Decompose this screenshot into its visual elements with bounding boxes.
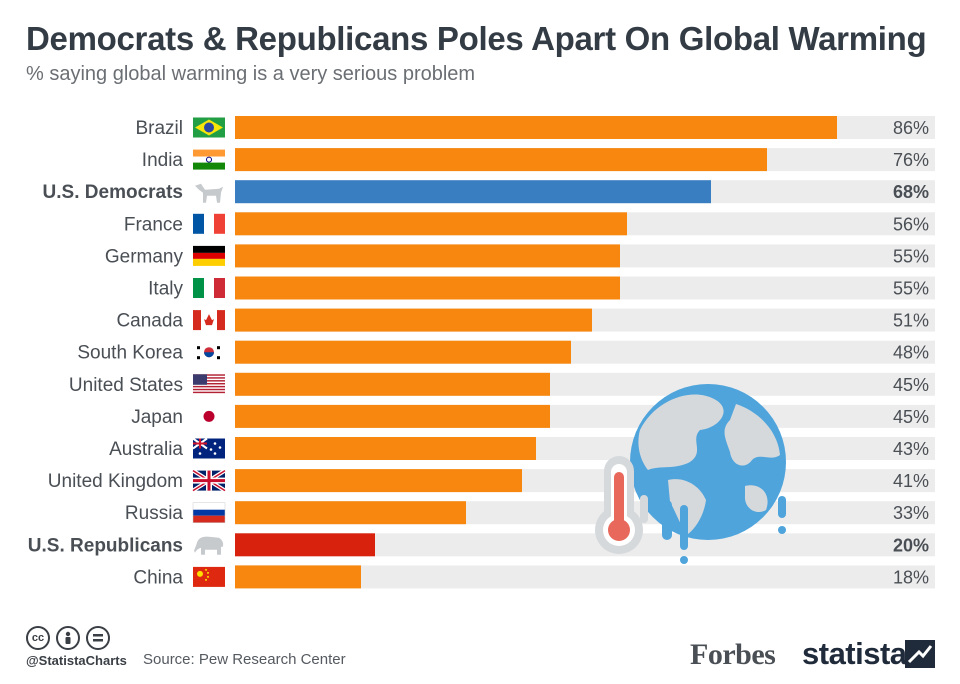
- value-label: 56%: [893, 214, 929, 234]
- category-label: China: [133, 567, 183, 588]
- value-label: 55%: [893, 246, 929, 266]
- bar: [235, 437, 536, 460]
- value-label: 41%: [893, 471, 929, 491]
- france-flag-icon: [193, 213, 225, 234]
- value-label: 51%: [893, 311, 929, 331]
- bar-row: Russia 33%: [125, 501, 935, 525]
- statista-mark-icon: [905, 640, 935, 668]
- bar: [235, 116, 837, 139]
- source-note: Source: Pew Research Center: [143, 651, 346, 668]
- japan-flag-icon: [193, 406, 225, 427]
- usa-flag-icon: [193, 374, 225, 395]
- bar-chart: Brazil 86% India 76% U.S. Democrats 68% France…: [28, 116, 935, 589]
- bar-row: United Kingdom 41%: [48, 468, 935, 493]
- bar: [235, 276, 620, 300]
- italy-flag-icon: [193, 278, 225, 298]
- bar-row: Germany 55%: [105, 244, 935, 268]
- category-label: Brazil: [135, 118, 183, 139]
- bar-row: Australia 43%: [109, 437, 935, 460]
- category-label: South Korea: [77, 343, 183, 364]
- bar-row: Japan 45%: [131, 404, 935, 428]
- germany-flag-icon: [193, 245, 225, 266]
- uk-flag-icon: [191, 468, 227, 493]
- russia-flag-icon: [192, 502, 226, 523]
- thermometer-icon: [595, 456, 643, 554]
- bar-track: [235, 533, 935, 557]
- bar-row: Italy 55%: [148, 276, 935, 300]
- canada-flag-icon: [193, 310, 225, 331]
- category-label: United States: [69, 375, 183, 396]
- value-label: 86%: [893, 118, 929, 138]
- bar-rows: Brazil 86% India 76% U.S. Democrats 68% France…: [28, 116, 935, 589]
- bar-row: Brazil 86%: [135, 116, 935, 139]
- value-label: 33%: [893, 503, 929, 523]
- attribution-icon: [56, 626, 80, 650]
- china-flag-icon: [193, 566, 225, 587]
- australia-flag-icon: [192, 437, 225, 459]
- south-korea-flag-icon: [193, 342, 225, 363]
- bar: [235, 340, 571, 364]
- bar-row: Canada 51%: [116, 308, 935, 332]
- bar: [235, 533, 375, 557]
- category-label: United Kingdom: [48, 471, 183, 492]
- category-label: U.S. Democrats: [43, 182, 183, 203]
- category-label: Japan: [131, 407, 183, 428]
- bar: [235, 212, 627, 236]
- value-label: 45%: [893, 375, 929, 395]
- bar: [235, 469, 522, 493]
- statista-handle[interactable]: @StatistaCharts: [26, 653, 127, 668]
- value-label: 55%: [893, 279, 929, 299]
- statista-logo: statista: [802, 636, 907, 671]
- bar-row: China 18%: [133, 565, 935, 589]
- bar: [235, 244, 620, 268]
- category-label: India: [142, 150, 184, 171]
- bar: [235, 148, 767, 172]
- category-label: U.S. Republicans: [28, 535, 183, 556]
- category-label: Australia: [109, 439, 183, 460]
- donkey-icon: [195, 183, 223, 203]
- bar: [235, 372, 550, 396]
- category-label: Italy: [148, 279, 183, 300]
- creative-commons-icon: cc: [26, 626, 50, 650]
- forbes-logo: Forbes: [690, 638, 776, 671]
- value-label: 68%: [893, 182, 929, 202]
- value-label: 48%: [893, 343, 929, 363]
- bar: [235, 501, 466, 525]
- bar-row: U.S. Democrats 68%: [43, 180, 935, 204]
- chart-subtitle: % saying global warming is a very seriou…: [26, 63, 476, 85]
- value-label: 18%: [893, 567, 929, 587]
- value-label: 45%: [893, 407, 929, 427]
- chart-title: Democrats & Republicans Poles Apart On G…: [26, 20, 927, 57]
- bar-row: South Korea 48%: [77, 340, 935, 364]
- category-label: France: [124, 214, 183, 235]
- value-label: 76%: [893, 150, 929, 170]
- bar: [235, 565, 361, 589]
- bar-row: France 56%: [124, 212, 935, 236]
- value-label: 43%: [893, 439, 929, 459]
- bar-row: India 76%: [142, 148, 935, 172]
- category-label: Russia: [125, 503, 184, 524]
- value-label: 20%: [893, 535, 929, 555]
- bar: [235, 308, 592, 332]
- no-derivatives-icon: [86, 626, 110, 650]
- license-icons: cc: [26, 626, 110, 650]
- bar: [235, 404, 550, 428]
- brazil-flag-icon: [193, 117, 225, 138]
- elephant-icon: [194, 536, 224, 555]
- bar-row: United States 45%: [69, 372, 935, 396]
- india-flag-icon: [193, 149, 225, 170]
- bar-row: U.S. Republicans 20%: [28, 533, 935, 557]
- bar: [235, 180, 711, 204]
- bar-track: [235, 565, 935, 589]
- category-label: Canada: [116, 311, 183, 332]
- category-label: Germany: [105, 246, 184, 267]
- melting-globe-icon: [630, 384, 786, 564]
